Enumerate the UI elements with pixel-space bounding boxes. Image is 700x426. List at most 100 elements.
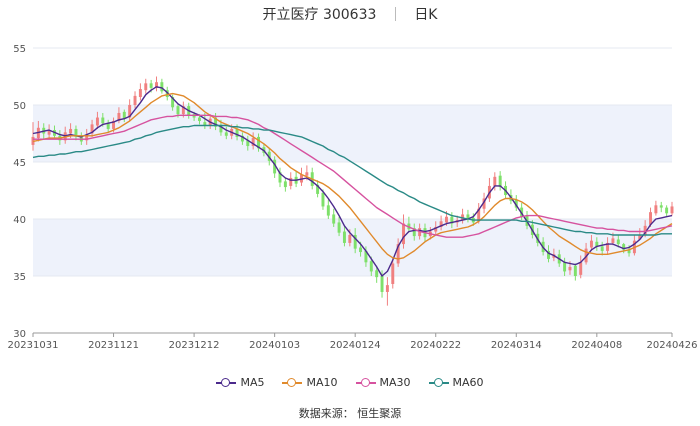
y-tick-label: 40 (13, 215, 26, 226)
candle-body (568, 266, 572, 271)
x-tick-label: 20240314 (491, 340, 542, 351)
candle-body (665, 207, 669, 214)
candle-body (359, 247, 363, 253)
x-tick-label: 20231121 (88, 340, 139, 351)
candle-body (69, 128, 73, 134)
candle-body (235, 128, 239, 137)
candle-body (332, 214, 336, 224)
candle-body (203, 122, 207, 126)
x-tick-label: 20240103 (249, 340, 300, 351)
candle-body (181, 106, 185, 115)
candle-body (627, 249, 631, 254)
x-tick-label: 20240408 (571, 340, 622, 351)
candle-body (493, 176, 497, 186)
candle-body (622, 244, 626, 250)
legend-swatch-ma30 (355, 377, 376, 388)
candle-body (573, 265, 577, 276)
candle-body (439, 221, 443, 227)
candle-body (385, 285, 389, 292)
candle-body (391, 263, 395, 284)
candle-body (584, 248, 588, 263)
candle-body (477, 208, 481, 222)
candle-body (144, 83, 148, 91)
candle-body (342, 231, 346, 243)
candle-body (305, 172, 309, 176)
candle-body (171, 97, 175, 108)
candle-body (649, 212, 652, 225)
candle-body (659, 205, 663, 208)
stock-code: 300633 (322, 7, 377, 23)
candle-body (364, 250, 368, 263)
legend: MA5 MA10 MA30 MA60 (0, 376, 700, 389)
candle-body (326, 205, 330, 216)
candle-body (47, 130, 51, 135)
legend-label-ma60: MA60 (452, 376, 484, 389)
candle-body (128, 105, 132, 118)
candle-body (353, 234, 357, 249)
legend-label-ma10: MA10 (306, 376, 338, 389)
candle-body (321, 192, 325, 207)
candle-body (402, 223, 405, 245)
candle-body (606, 242, 610, 251)
series-line-ma30 (33, 114, 673, 238)
grid-band (33, 105, 672, 162)
candle-body (214, 117, 218, 127)
candle-body (600, 246, 604, 251)
candle-body (369, 261, 373, 272)
candle-body (176, 106, 180, 115)
y-tick-label: 35 (13, 272, 26, 283)
y-tick-label: 45 (13, 158, 26, 169)
candle-body (246, 140, 250, 147)
candle-body (643, 225, 647, 235)
candle-body (165, 90, 169, 98)
candle-body (547, 250, 550, 259)
y-tick-label: 30 (13, 329, 26, 340)
candle-body (380, 276, 384, 292)
candle-body (278, 172, 282, 183)
candle-body (654, 205, 658, 214)
candle-body (375, 270, 379, 278)
x-tick-label: 20240124 (330, 340, 381, 351)
candle-body (563, 262, 567, 272)
candle-body (117, 112, 121, 121)
legend-item-ma30[interactable]: MA30 (355, 376, 411, 389)
candlestick-chart: 30 35 40 45 50 55 20231031 20231121 20231212 2024… (8, 44, 698, 351)
candle-body (224, 132, 228, 136)
candle-body (122, 111, 126, 119)
candle-body (482, 198, 486, 209)
y-tick-label: 50 (13, 101, 26, 112)
candle-body (257, 136, 261, 149)
candle-body (316, 184, 320, 194)
legend-item-ma5[interactable]: MA5 (216, 376, 264, 389)
candle-body (444, 216, 448, 223)
candle-body (149, 83, 153, 88)
candle-body (138, 89, 142, 98)
x-tick-label: 20231212 (169, 340, 220, 351)
candle-body (412, 228, 416, 237)
candle-body (450, 216, 454, 224)
candle-body (289, 177, 293, 186)
candle-body (133, 95, 137, 105)
chart-title: 开立医疗 300633 日K (0, 4, 700, 24)
legend-label-ma30: MA30 (379, 376, 411, 389)
candle-body (160, 82, 164, 92)
candle-body (514, 199, 518, 208)
candle-body (197, 117, 201, 121)
legend-item-ma60[interactable]: MA60 (428, 376, 484, 389)
candle-body (348, 234, 352, 243)
legend-item-ma10[interactable]: MA10 (282, 376, 338, 389)
x-tick-label: 20240426 (647, 340, 698, 351)
period-label: 日K (414, 7, 438, 23)
legend-swatch-ma5 (216, 377, 237, 388)
title-divider (394, 7, 396, 21)
candle-body (616, 239, 620, 245)
x-tick-label: 20231031 (8, 340, 59, 351)
candle-body (251, 138, 255, 147)
candle-body (670, 206, 674, 214)
candle-body (589, 240, 593, 248)
candle-body (498, 175, 502, 188)
candle-body (74, 128, 78, 137)
candle-body (240, 135, 244, 142)
candle-body (90, 124, 94, 134)
candle-body (273, 159, 277, 174)
